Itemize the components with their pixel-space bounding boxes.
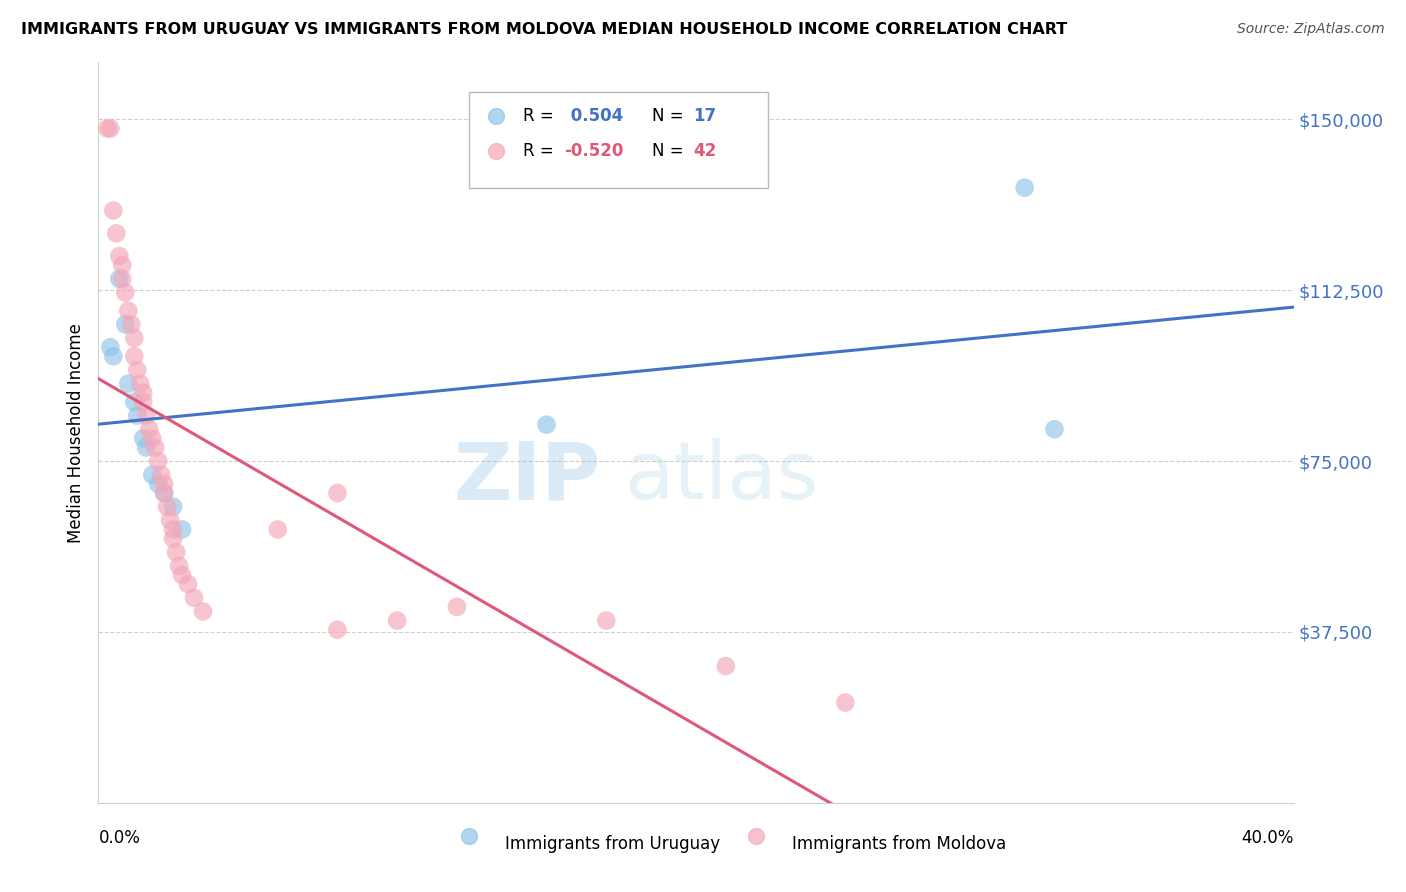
Point [108,272,131,286]
Y-axis label: Median Household Income: Median Household Income [67,323,86,542]
Text: ZIP: ZIP [453,438,600,516]
Point [1083,796,1105,810]
Text: 0.0%: 0.0% [98,829,141,847]
Point [162,523,184,537]
Point [326,486,349,500]
Point [143,441,166,455]
Text: Immigrants from Moldova: Immigrants from Moldova [792,835,1005,853]
Point [103,349,125,363]
Point [120,318,142,332]
Point [96,121,118,136]
Point [138,422,160,436]
Point [183,591,205,605]
Text: 40.0%: 40.0% [1241,829,1294,847]
Point [191,604,214,618]
Point [127,363,149,377]
Point [111,272,134,286]
Point [150,467,173,482]
Point [148,454,170,468]
Point [141,431,163,445]
Point [153,476,176,491]
Point [98,340,122,354]
Point [148,476,170,491]
Point [153,486,176,500]
Point [117,376,139,391]
Point [162,532,184,546]
Point [132,431,155,445]
Point [98,121,122,136]
Point [105,227,128,241]
Text: R =: R = [523,108,558,126]
Text: 0.504: 0.504 [565,108,623,126]
Point [1014,796,1036,810]
Point [124,331,146,345]
Point [135,409,157,423]
Point [162,500,184,514]
Text: N =: N = [652,143,689,161]
Point [536,417,558,432]
Point [117,303,139,318]
Point [714,659,737,673]
Point [124,395,146,409]
Point [385,614,409,628]
Text: R =: R = [523,143,558,161]
Point [114,285,136,300]
Point [124,349,146,363]
Point [127,409,149,423]
Point [172,523,194,537]
Point [595,614,617,628]
Point [156,500,179,514]
Point [326,623,349,637]
Point [103,203,125,218]
Point [177,577,200,591]
Point [1014,180,1036,194]
Point [111,258,134,272]
Text: -0.520: -0.520 [565,143,624,161]
Point [1043,422,1066,436]
Point [172,568,194,582]
Point [153,486,176,500]
Text: Immigrants from Uruguay: Immigrants from Uruguay [505,835,720,853]
Point [446,599,468,614]
Point [129,376,152,391]
Text: 42: 42 [693,143,717,161]
Text: Source: ZipAtlas.com: Source: ZipAtlas.com [1237,22,1385,37]
Text: IMMIGRANTS FROM URUGUAY VS IMMIGRANTS FROM MOLDOVA MEDIAN HOUSEHOLD INCOME CORRE: IMMIGRANTS FROM URUGUAY VS IMMIGRANTS FR… [21,22,1067,37]
Point [159,513,181,527]
Point [108,249,131,263]
Point [834,696,856,710]
Text: N =: N = [652,108,689,126]
Point [132,385,155,400]
Point [165,545,187,559]
Point [132,395,155,409]
Text: 17: 17 [693,108,717,126]
Point [135,441,157,455]
Point [1083,796,1105,810]
Point [114,318,136,332]
Point [167,558,190,573]
FancyBboxPatch shape [470,92,768,188]
Point [141,467,163,482]
Text: atlas: atlas [624,438,818,516]
Point [267,523,290,537]
